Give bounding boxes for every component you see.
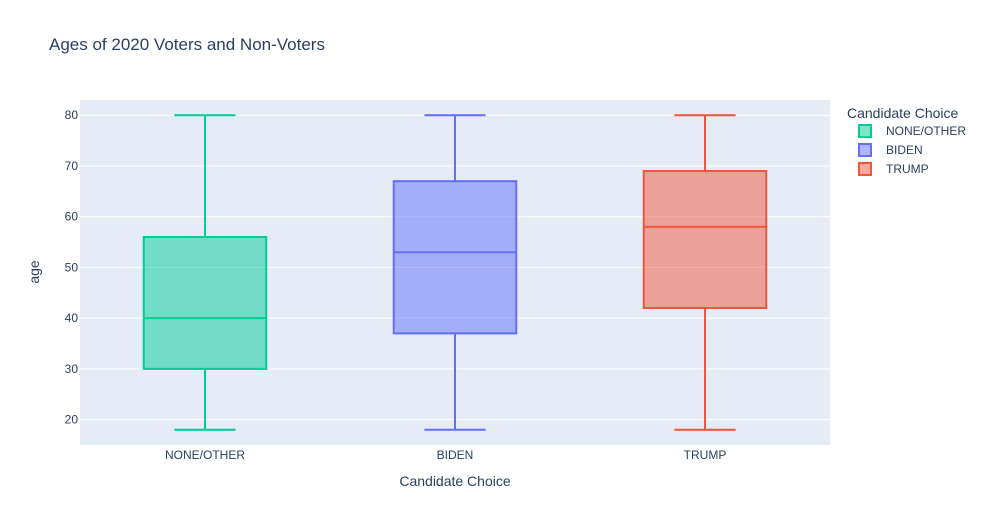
y-tick-label: 20 xyxy=(65,413,79,427)
box-biden xyxy=(392,114,518,431)
legend-label: NONE/OTHER xyxy=(886,124,966,138)
boxes xyxy=(142,114,768,431)
box-trump xyxy=(642,114,768,431)
y-axis-title: age xyxy=(26,260,42,284)
x-tick-label: NONE/OTHER xyxy=(165,448,245,462)
iqr-box xyxy=(142,235,268,370)
iqr-box xyxy=(392,180,518,335)
x-tick-label: BIDEN xyxy=(437,448,474,462)
y-tick-label: 60 xyxy=(65,210,79,224)
iqr-box xyxy=(642,170,768,310)
legend-label: BIDEN xyxy=(886,143,923,157)
y-tick-label: 30 xyxy=(65,362,79,376)
y-tick-label: 50 xyxy=(65,260,79,274)
y-tick-label: 40 xyxy=(65,311,79,325)
x-axis-ticks: NONE/OTHER BIDEN TRUMP xyxy=(165,448,726,462)
x-axis-title: Candidate Choice xyxy=(399,473,511,489)
legend-swatch xyxy=(858,162,872,176)
x-tick-label: TRUMP xyxy=(684,448,727,462)
legend-item-trump: TRUMP xyxy=(858,162,929,176)
y-tick-label: 80 xyxy=(65,108,79,122)
legend-swatch xyxy=(858,143,872,157)
legend: Candidate Choice NONE/OTHER BIDEN TRUMP xyxy=(847,105,966,176)
legend-item-biden: BIDEN xyxy=(858,143,923,157)
legend-swatch xyxy=(858,124,872,138)
y-tick-label: 70 xyxy=(65,159,79,173)
chart-title: Ages of 2020 Voters and Non-Voters xyxy=(49,35,325,54)
y-axis-ticks: 20 30 40 50 60 70 80 xyxy=(65,108,79,426)
legend-label: TRUMP xyxy=(886,162,929,176)
legend-title: Candidate Choice xyxy=(847,105,959,121)
box-none-other xyxy=(142,114,268,431)
legend-item-none-other: NONE/OTHER xyxy=(858,124,966,138)
